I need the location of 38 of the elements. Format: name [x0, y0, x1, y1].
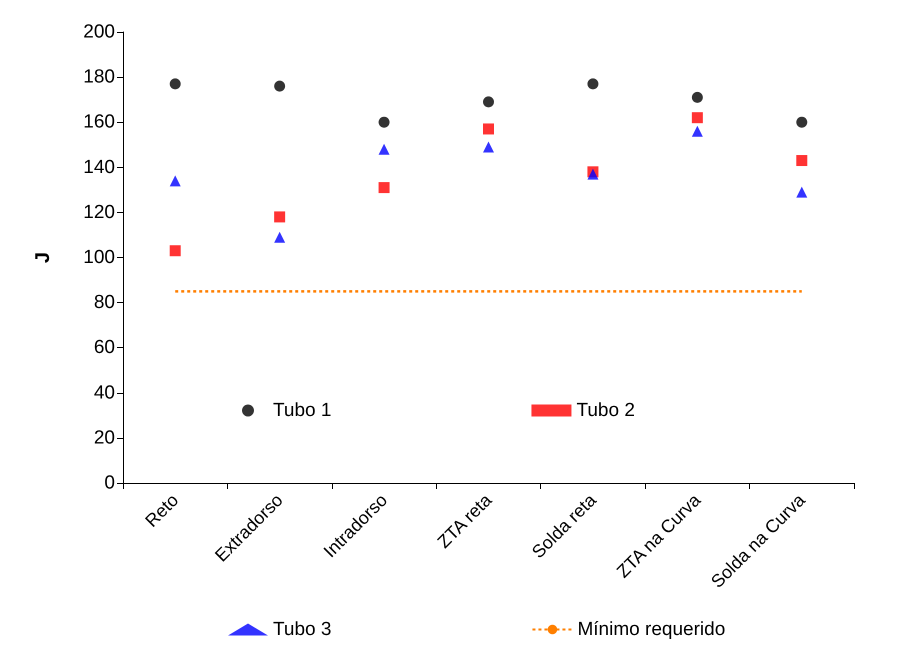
y-tick-label: 100 [83, 247, 115, 268]
point [483, 123, 494, 134]
y-tick-label: 40 [94, 382, 115, 404]
point [796, 186, 808, 198]
y-tick-label: 140 [83, 156, 115, 178]
y-tick-label: 20 [94, 427, 115, 448]
point [378, 144, 390, 155]
legend-label: Tubo 2 [576, 400, 635, 421]
point [692, 126, 703, 137]
y-tick-label: 180 [83, 66, 115, 88]
point [483, 142, 494, 153]
legend-label: Mínimo requerido [577, 619, 726, 640]
y-tick-label: 80 [94, 292, 115, 314]
point [378, 116, 390, 128]
point [170, 175, 181, 186]
y-tick-label: 120 [83, 202, 115, 223]
legend-label: Tubo 1 [273, 400, 332, 421]
point [796, 155, 808, 166]
point [378, 182, 390, 194]
point [274, 232, 286, 243]
point [274, 211, 286, 222]
point [587, 78, 598, 90]
point [796, 116, 808, 128]
y-tick-label: 200 [83, 22, 115, 42]
point [483, 96, 494, 108]
point [692, 92, 703, 103]
point [692, 112, 703, 124]
point [170, 78, 181, 90]
legend-label: Tubo 3 [273, 619, 332, 640]
x-tick-label: ZTA reta [434, 490, 496, 552]
y-axis-title: J [32, 252, 54, 264]
point [587, 168, 598, 180]
point [274, 80, 286, 92]
y-tick-label: 60 [94, 337, 115, 358]
y-tick-label: 160 [83, 112, 115, 133]
x-tick-label: Reto [141, 490, 182, 531]
point [170, 245, 181, 256]
y-tick-label: 0 [104, 472, 115, 494]
